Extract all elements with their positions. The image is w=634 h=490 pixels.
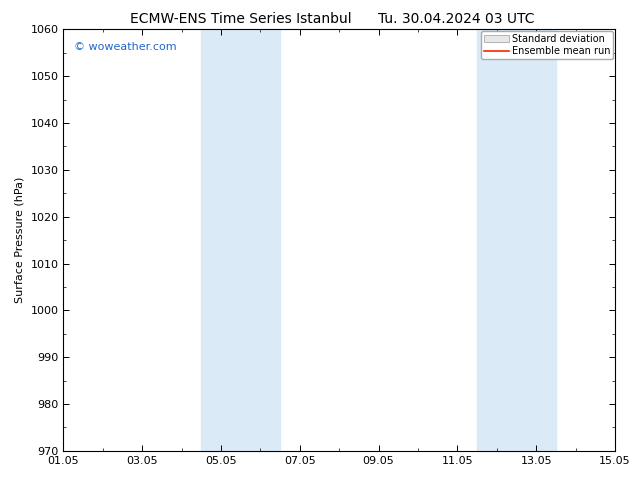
Text: © woweather.com: © woweather.com [74, 42, 177, 52]
Bar [477, 29, 556, 451]
Text: Tu. 30.04.2024 03 UTC: Tu. 30.04.2024 03 UTC [378, 12, 534, 26]
Text: ECMW-ENS Time Series Istanbul: ECMW-ENS Time Series Istanbul [130, 12, 352, 26]
Y-axis label: Surface Pressure (hPa): Surface Pressure (hPa) [15, 177, 25, 303]
Bar [202, 29, 280, 451]
Legend: Standard deviation, Ensemble mean run: Standard deviation, Ensemble mean run [481, 31, 613, 59]
